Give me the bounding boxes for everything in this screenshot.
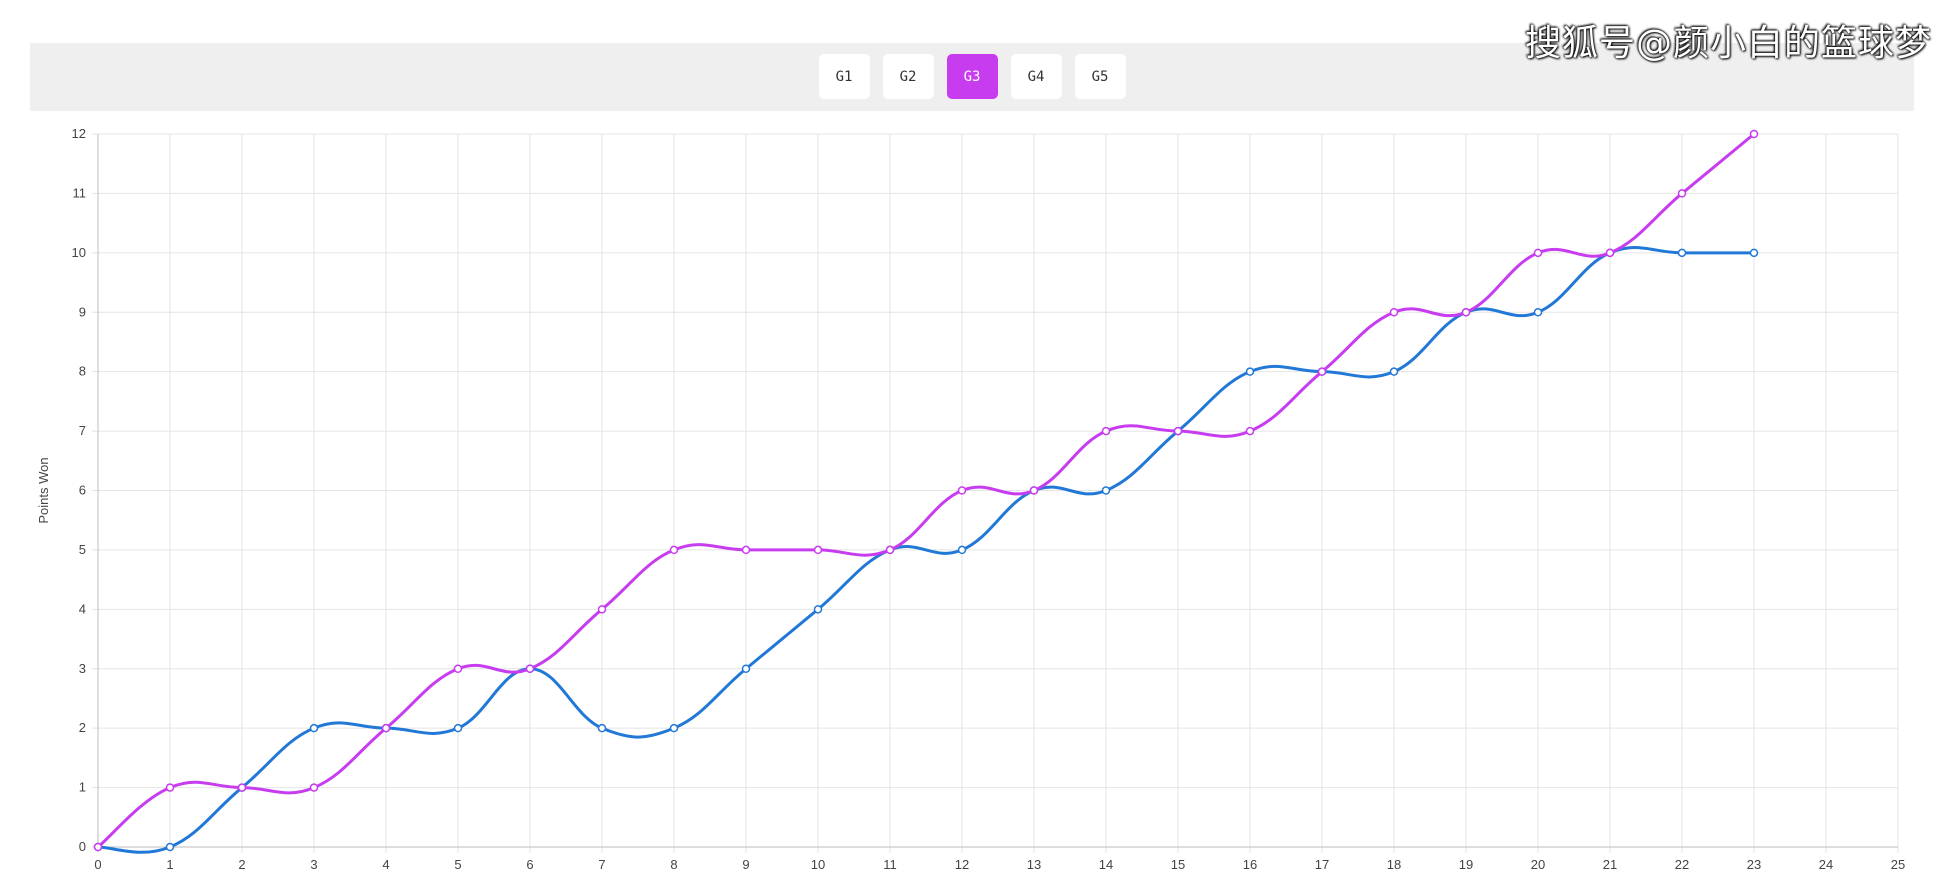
- data-point: [1101, 426, 1111, 436]
- data-point: [453, 723, 463, 733]
- tab-g3[interactable]: G3: [946, 54, 998, 99]
- y-tick-label: 4: [79, 601, 86, 616]
- data-point: [453, 664, 463, 673]
- data-point: [669, 723, 679, 733]
- x-tick-label: 19: [1459, 857, 1473, 872]
- x-tick-label: 21: [1603, 857, 1617, 872]
- x-tick-label: 5: [454, 857, 461, 872]
- data-point: [1245, 367, 1255, 376]
- x-tick-label: 18: [1387, 857, 1401, 872]
- y-tick-label: 5: [79, 542, 86, 557]
- data-point: [1317, 367, 1327, 376]
- data-point: [1749, 248, 1759, 258]
- tab-g2[interactable]: G2: [882, 54, 934, 99]
- x-tick-label: 7: [598, 857, 605, 872]
- x-tick-label: 24: [1819, 857, 1833, 872]
- data-point: [1605, 248, 1615, 258]
- x-tick-label: 14: [1099, 857, 1113, 872]
- data-point: [813, 545, 823, 555]
- x-tick-label: 9: [742, 857, 749, 872]
- data-point: [237, 783, 247, 792]
- data-point: [1533, 248, 1543, 258]
- x-tick-label: 6: [526, 857, 533, 872]
- series: [93, 129, 1759, 854]
- data-point: [1533, 308, 1543, 317]
- x-tick-label: 8: [670, 857, 677, 872]
- data-point: [165, 842, 175, 852]
- data-point: [1389, 308, 1399, 317]
- data-point: [525, 664, 535, 673]
- y-tick-label: 6: [79, 483, 86, 498]
- data-point: [1173, 426, 1183, 436]
- tab-g5[interactable]: G5: [1074, 54, 1126, 99]
- game-selector-bar: G1 G2 G3 G4 G5: [30, 43, 1914, 111]
- y-tick-label: 10: [72, 245, 86, 260]
- x-tick-label: 0: [94, 857, 101, 872]
- data-point: [309, 783, 319, 792]
- y-tick-label: 3: [79, 661, 86, 676]
- x-tick-label: 22: [1675, 857, 1689, 872]
- axes: 0 1 2 3 4 5 6 7 8 9 10 11 12 13 14 15 16 17 18 19 20 21 22 23 24…: [72, 126, 1906, 872]
- y-tick-label: 0: [79, 839, 86, 854]
- data-point: [1749, 129, 1759, 139]
- x-tick-label: 10: [811, 857, 825, 872]
- y-tick-label: 7: [79, 423, 86, 438]
- x-tick-label: 16: [1243, 857, 1257, 872]
- y-tick-label: 8: [79, 364, 86, 379]
- y-tick-label: 12: [72, 126, 86, 141]
- x-tick-label: 11: [883, 857, 897, 872]
- data-point: [1245, 426, 1255, 436]
- data-point: [1461, 308, 1471, 317]
- tab-g1[interactable]: G1: [818, 54, 870, 99]
- y-tick-label: 2: [79, 720, 86, 735]
- tab-g4[interactable]: G4: [1010, 54, 1062, 99]
- data-point: [597, 605, 607, 614]
- y-tick-label: 9: [79, 304, 86, 319]
- x-tick-label: 13: [1027, 857, 1041, 872]
- y-axis-title: Points Won: [36, 457, 51, 523]
- data-point: [1029, 486, 1039, 495]
- data-point: [309, 723, 319, 733]
- data-point: [1101, 486, 1111, 495]
- x-tick-label: 25: [1891, 857, 1905, 872]
- x-tick-label: 15: [1171, 857, 1185, 872]
- data-point: [93, 842, 103, 852]
- data-point: [741, 664, 751, 673]
- data-point: [381, 723, 391, 733]
- data-point: [813, 605, 823, 614]
- data-point: [1677, 189, 1687, 198]
- x-tick-label: 23: [1747, 857, 1761, 872]
- data-point: [165, 783, 175, 792]
- data-point: [957, 545, 967, 555]
- x-tick-label: 3: [310, 857, 317, 872]
- data-point: [957, 486, 967, 495]
- data-point: [885, 545, 895, 555]
- x-tick-label: 20: [1531, 857, 1545, 872]
- data-point: [1677, 248, 1687, 258]
- x-tick-label: 1: [166, 857, 173, 872]
- watermark: 搜狐号@颜小白的篮球梦: [1524, 23, 1932, 64]
- x-tick-label: 2: [238, 857, 245, 872]
- x-tick-label: 17: [1315, 857, 1329, 872]
- x-tick-label: 4: [382, 857, 389, 872]
- game-tabs: G1 G2 G3 G4 G5: [30, 54, 1914, 99]
- data-point: [1389, 367, 1399, 376]
- x-tick-label: 12: [955, 857, 969, 872]
- y-tick-label: 1: [79, 780, 86, 795]
- y-tick-label: 11: [73, 185, 87, 200]
- data-point: [597, 723, 607, 733]
- data-point: [741, 545, 751, 555]
- data-point: [669, 545, 679, 555]
